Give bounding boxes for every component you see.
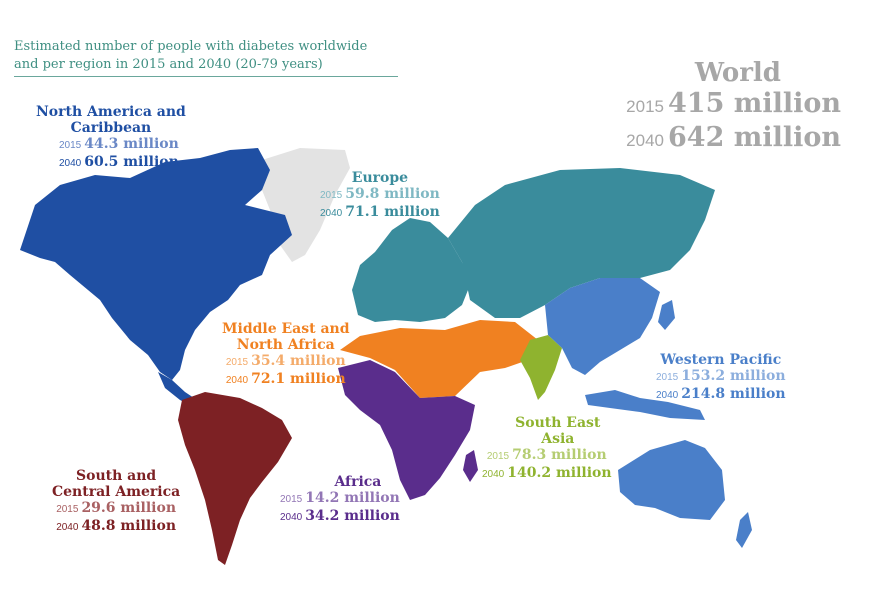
region-name-line: Africa — [334, 474, 382, 490]
value-2015: 44.3 million — [84, 136, 179, 152]
region-2040-line: 2040 214.8 million — [656, 386, 786, 404]
value-2015: 59.8 million — [345, 186, 440, 202]
north-america-shape — [20, 148, 292, 380]
value-2040: 140.2 million — [507, 465, 612, 481]
east-asia-shape — [545, 278, 660, 375]
south-america-shape — [178, 392, 292, 565]
region-north-america: North America and Caribbean 2015 44.3 mil… — [36, 104, 186, 172]
region-mena: Middle East and North Africa 2015 35.4 mi… — [222, 321, 350, 389]
southeast-islands-shape — [585, 390, 705, 420]
south-east-asia-shape — [520, 335, 562, 400]
madagascar-shape — [463, 450, 478, 482]
title-line-1: Estimated number of people with diabetes… — [14, 39, 368, 54]
region-2040-line: 2040 48.8 million — [52, 518, 180, 536]
region-2040-line: 2040 72.1 million — [222, 371, 350, 389]
region-name-line: Europe — [351, 170, 409, 186]
value-2015: 35.4 million — [251, 353, 346, 369]
africa-shape — [338, 360, 475, 500]
world-2015-line: 2015 415 million — [626, 88, 841, 122]
japan-shape — [658, 300, 675, 330]
year-label-2040: 2040 — [59, 158, 82, 169]
world-2040-year: 2040 — [626, 131, 664, 150]
region-south-central-america: South and Central America 2015 29.6 milli… — [52, 468, 180, 536]
year-label-2015: 2015 — [56, 504, 79, 515]
world-2040-value: 642 million — [668, 122, 841, 153]
value-2015: 78.3 million — [512, 447, 607, 463]
value-2015: 153.2 million — [681, 368, 786, 384]
region-2015-line: 2015 59.8 million — [320, 186, 440, 204]
region-name-line: Central America — [52, 484, 181, 500]
region-2015-line: 2015 153.2 million — [656, 368, 786, 386]
year-label-2040: 2040 — [656, 390, 679, 401]
title-divider — [14, 76, 398, 77]
region-name-line: Western Pacific — [660, 352, 782, 368]
year-label-2015: 2015 — [320, 190, 343, 201]
value-2040: 214.8 million — [681, 386, 786, 402]
region-western-pacific: Western Pacific 2015 153.2 million 2040 21… — [656, 352, 786, 404]
region-2040-line: 2040 34.2 million — [280, 508, 400, 526]
region-name-line: North America and — [36, 104, 186, 120]
russia-central-asia-shape — [448, 168, 715, 318]
region-name-line: Middle East and — [222, 321, 350, 337]
year-label-2015: 2015 — [59, 140, 82, 151]
region-2015-line: 2015 14.2 million — [280, 490, 400, 508]
value-2015: 14.2 million — [305, 490, 400, 506]
region-name-line: Asia — [541, 431, 575, 447]
map-title: Estimated number of people with diabetes… — [14, 38, 398, 74]
world-2015-year: 2015 — [626, 97, 664, 116]
new-zealand-shape — [736, 512, 752, 548]
region-africa: Africa 2015 14.2 million 2040 34.2 million — [280, 474, 400, 526]
region-name-line: South and — [76, 468, 157, 484]
world-2015-value: 415 million — [668, 88, 841, 119]
region-2040-line: 2040 60.5 million — [36, 154, 186, 172]
australia-shape — [618, 440, 725, 520]
year-label-2015: 2015 — [280, 494, 303, 505]
year-label-2040: 2040 — [225, 375, 249, 386]
value-2040: 60.5 million — [84, 154, 179, 170]
year-label-2040: 2040 — [320, 208, 343, 219]
region-name-line: North Africa — [236, 337, 335, 353]
region-name-line: South East — [515, 415, 601, 431]
region-2015-line: 2015 44.3 million — [36, 136, 186, 154]
europe-shape — [352, 218, 470, 322]
year-label-2040: 2040 — [280, 512, 303, 523]
mena-shape — [340, 320, 538, 398]
value-2040: 71.1 million — [345, 204, 440, 220]
value-2015: 29.6 million — [81, 500, 177, 516]
world-label: World — [694, 58, 781, 88]
region-europe: Europe 2015 59.8 million 2040 71.1 million — [320, 170, 440, 222]
world-totals: World 2015 415 million 2040 642 million — [626, 58, 841, 156]
year-label-2040: 2040 — [56, 522, 79, 533]
value-2040: 72.1 million — [251, 371, 346, 387]
title-line-2: and per region in 2015 and 2040 (20-79 y… — [14, 57, 323, 72]
world-2040-line: 2040 642 million — [626, 122, 841, 156]
year-label-2040: 2040 — [482, 469, 505, 480]
region-name-line: Caribbean — [70, 120, 152, 136]
region-2015-line: 2015 29.6 million — [52, 500, 180, 518]
year-label-2015: 2015 — [656, 372, 679, 383]
region-2040-line: 2040 140.2 million — [482, 465, 612, 483]
value-2040: 34.2 million — [305, 508, 400, 524]
year-label-2015: 2015 — [225, 357, 249, 368]
region-2015-line: 2015 35.4 million — [222, 353, 350, 371]
region-south-east-asia: South East Asia 2015 78.3 million 2040 140… — [482, 415, 612, 483]
value-2040: 48.8 million — [81, 518, 177, 534]
region-2015-line: 2015 78.3 million — [482, 447, 612, 465]
year-label-2015: 2015 — [486, 451, 510, 462]
region-2040-line: 2040 71.1 million — [320, 204, 440, 222]
